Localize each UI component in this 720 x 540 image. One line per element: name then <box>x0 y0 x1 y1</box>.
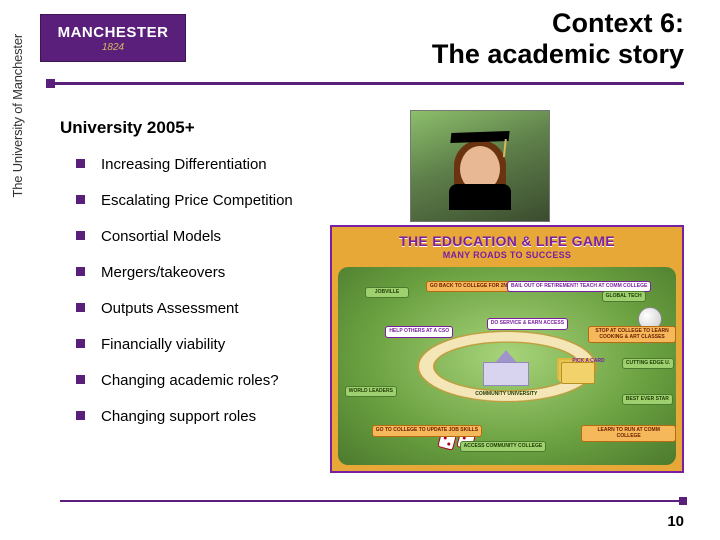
bullet-text: Changing support roles <box>101 408 256 425</box>
game-subtitle: MANY ROADS TO SUCCESS <box>332 250 682 260</box>
bullet-text: Escalating Price Competition <box>101 192 293 209</box>
bullet-item: Escalating Price Competition <box>76 192 293 209</box>
bullet-text: Outputs Assessment <box>101 300 239 317</box>
bullet-square-icon <box>76 231 85 240</box>
logo-wordmark: MANCHESTER <box>58 24 169 41</box>
board-floor: COMMUNITY UNIVERSITY PICK A CARD JOBVILL… <box>338 267 676 465</box>
vertical-university-label: The University of Manchester <box>10 34 25 197</box>
graduate-figure-icon <box>446 122 514 210</box>
divider-square-icon <box>679 497 687 505</box>
bullet-square-icon <box>76 339 85 348</box>
bullet-text: Consortial Models <box>101 228 221 245</box>
footer-divider <box>60 500 684 502</box>
subheading: University 2005+ <box>60 118 195 138</box>
game-banner: THE EDUCATION & LIFE GAME MANY ROADS TO … <box>332 233 682 260</box>
title-line-1: Context 6: <box>432 8 684 39</box>
bullet-list: Increasing Differentiation Escalating Pri… <box>76 156 293 425</box>
bullet-text: Mergers/takeovers <box>101 264 225 281</box>
left-brand-band: The University of Manchester <box>0 0 34 540</box>
game-tile: GLOBAL TECH <box>602 291 646 302</box>
game-tile: LEARN TO RUN AT COMM COLLEGE <box>581 425 676 442</box>
bullet-square-icon <box>76 375 85 384</box>
game-tile: DO SERVICE & EARN ACCESS <box>487 318 568 329</box>
bullet-text: Increasing Differentiation <box>101 156 267 173</box>
title-line-2: The academic story <box>432 39 684 70</box>
bullet-item: Consortial Models <box>76 228 293 245</box>
bullet-square-icon <box>76 159 85 168</box>
manchester-logo: MANCHESTER 1824 <box>40 14 186 62</box>
game-tile: JOBVILLE <box>365 287 409 298</box>
divider-square-icon <box>46 79 55 88</box>
game-tile: HELP OTHERS AT A CSO <box>385 326 453 337</box>
game-tile: CUTTING EDGE U. <box>622 358 674 369</box>
board-game-graphic: THE EDUCATION & LIFE GAME MANY ROADS TO … <box>330 225 684 473</box>
bullet-text: Changing academic roles? <box>101 372 279 389</box>
bullet-item: Mergers/takeovers <box>76 264 293 281</box>
building-label: COMMUNITY UNIVERSITY <box>473 391 539 397</box>
bullet-item: Financially viability <box>76 336 293 353</box>
title-divider <box>50 82 684 85</box>
game-tile: WORLD LEADERS <box>345 386 397 397</box>
bullet-item: Increasing Differentiation <box>76 156 293 173</box>
game-tile: STOP AT COLLEGE TO LEARN COOKING & ART C… <box>588 326 676 343</box>
game-tile: ACCESS COMMUNITY COLLEGE <box>460 441 547 452</box>
bullet-text: Financially viability <box>101 336 225 353</box>
bullet-square-icon <box>76 267 85 276</box>
bullet-square-icon <box>76 411 85 420</box>
bullet-square-icon <box>76 195 85 204</box>
bullet-item: Changing academic roles? <box>76 372 293 389</box>
page-number: 10 <box>667 513 684 530</box>
card-stack-icon <box>561 362 595 384</box>
bullet-item: Changing support roles <box>76 408 293 425</box>
game-tile: GO TO COLLEGE TO UPDATE JOB SKILLS <box>372 425 482 436</box>
university-building-icon: COMMUNITY UNIVERSITY <box>483 350 529 386</box>
bullet-item: Outputs Assessment <box>76 300 293 317</box>
cards-label: PICK A CARD <box>568 358 608 364</box>
logo-year: 1824 <box>102 42 124 53</box>
game-title: THE EDUCATION & LIFE GAME <box>332 233 682 249</box>
graduate-photo <box>410 110 550 222</box>
slide-title: Context 6: The academic story <box>432 8 684 70</box>
bullet-square-icon <box>76 303 85 312</box>
game-tile: BEST EVER STAR <box>622 394 673 405</box>
